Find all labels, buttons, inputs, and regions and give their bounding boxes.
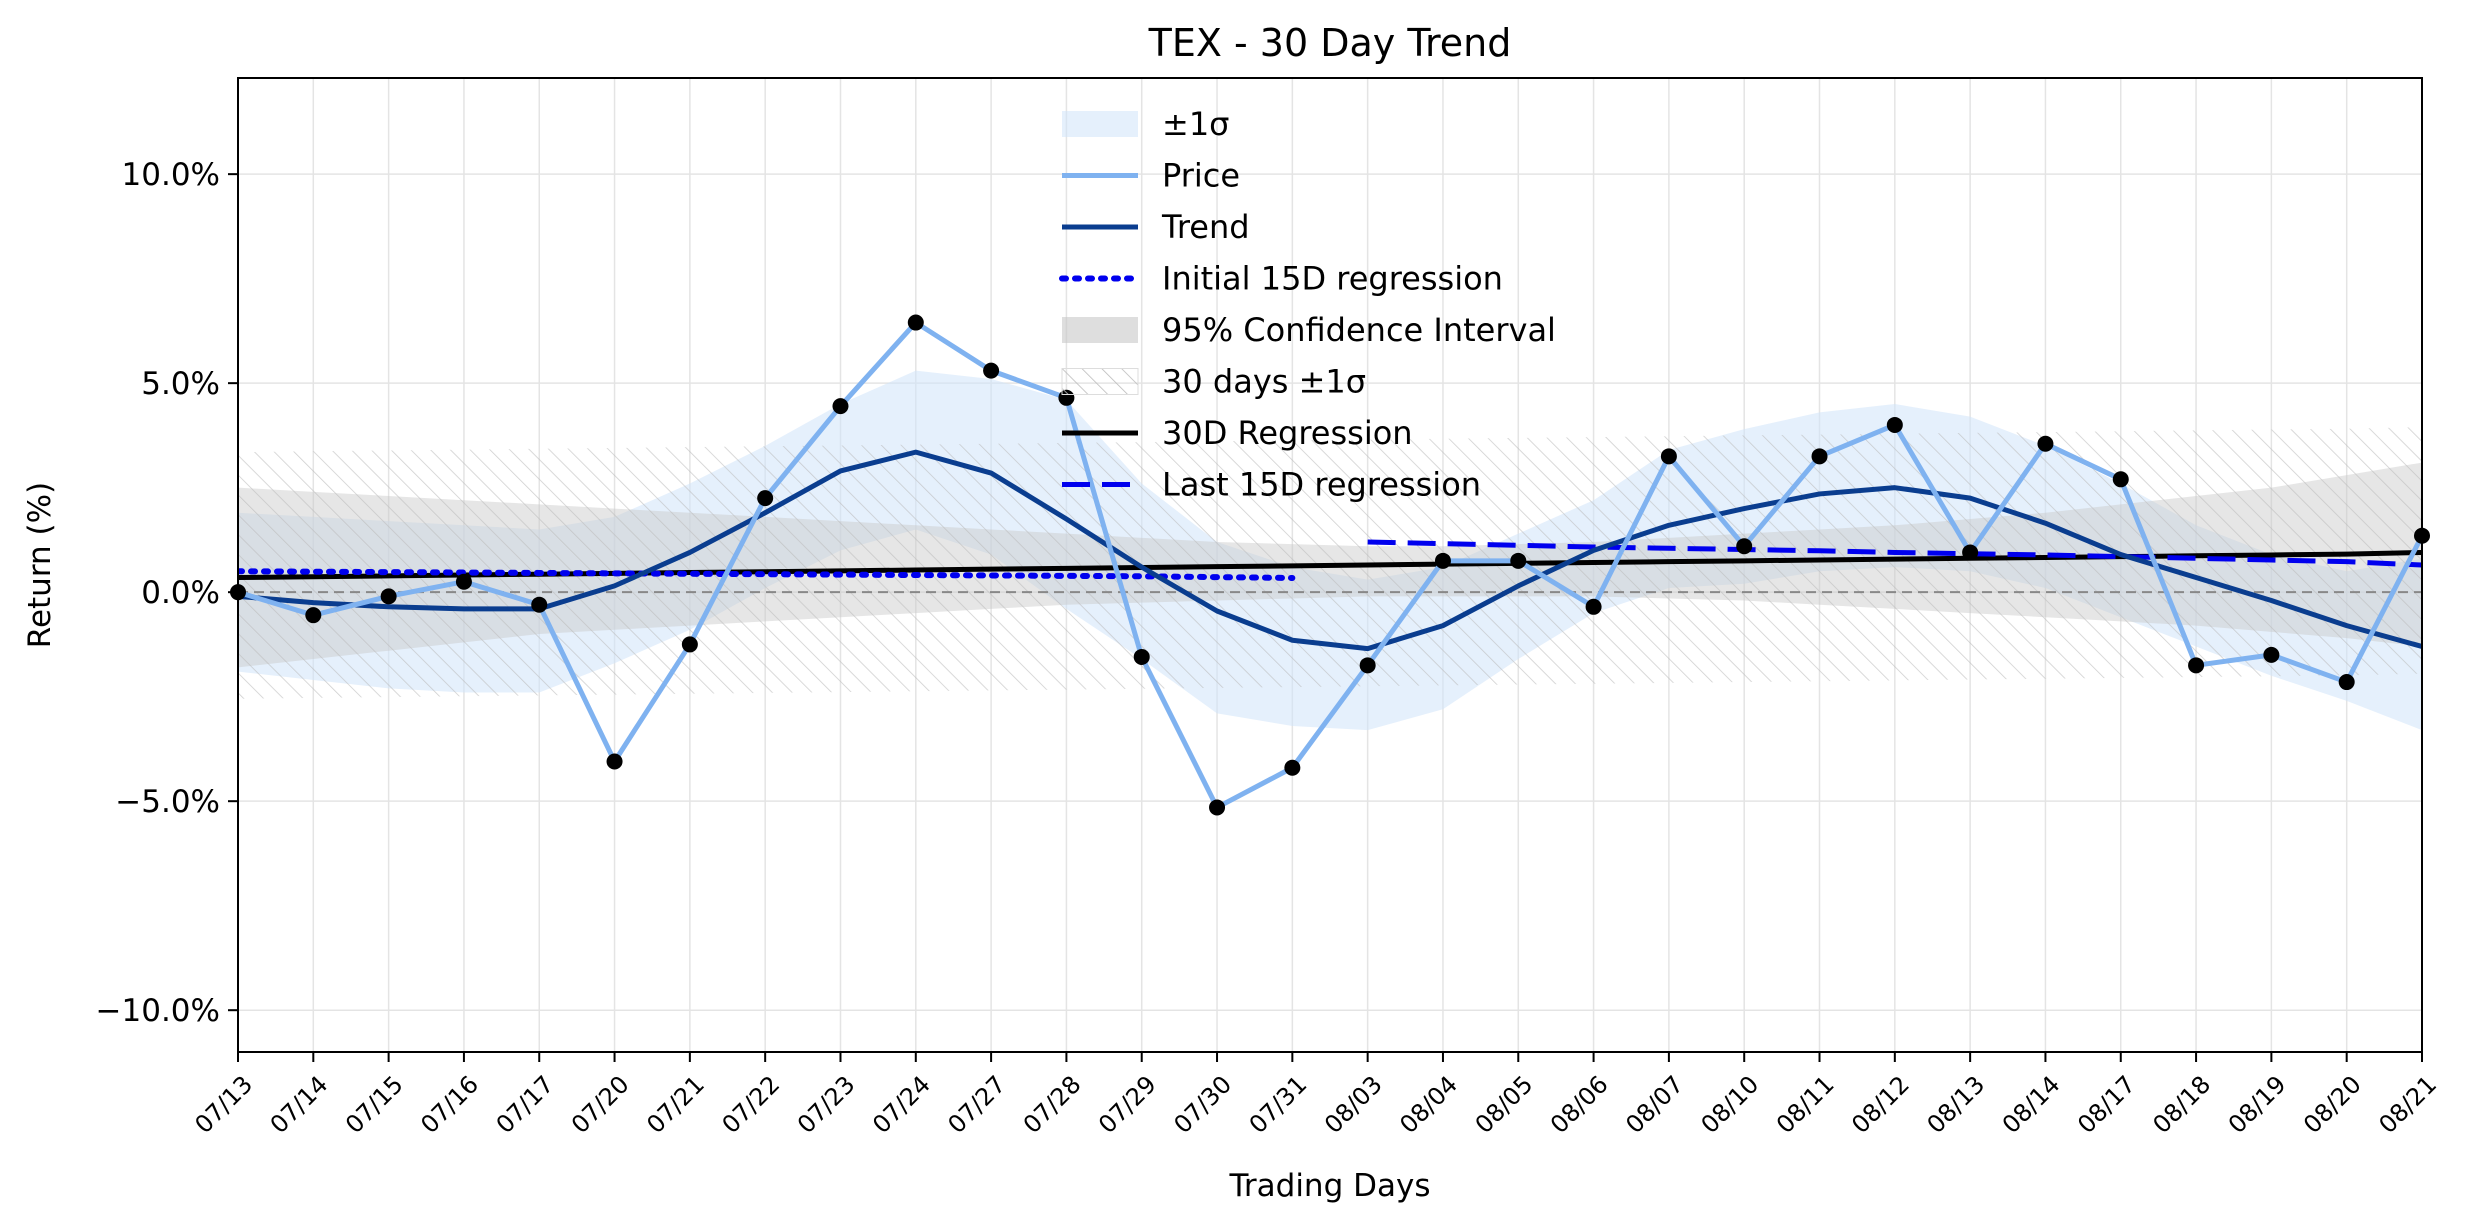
legend-label: 95% Confidence Interval — [1162, 311, 1556, 349]
price-point — [1434, 552, 1451, 569]
y-axis-ticks: 10.0% 5.0% 0.0% −5.0% −10.0% — [96, 157, 238, 1029]
series-line-trend — [238, 449, 2422, 652]
plot-frame — [237, 77, 2423, 1053]
price-point — [531, 596, 548, 613]
x-axis-label: Trading Days — [1229, 1168, 1431, 1204]
price-point — [1811, 448, 1828, 465]
price-point — [2188, 657, 2205, 674]
price-point — [757, 490, 774, 507]
price-point — [1585, 598, 1602, 615]
price-point — [1510, 552, 1527, 569]
price-point — [2263, 646, 2280, 663]
price-point — [681, 636, 698, 653]
price-point — [2112, 471, 2129, 488]
chart-title: TEX - 30 Day Trend — [1148, 21, 1512, 65]
legend-label: 30D Regression — [1162, 414, 1413, 452]
legend-swatch — [1061, 368, 1139, 395]
legend-item-last-15d-regression: Last 15D regression — [1062, 466, 1481, 504]
legend-item-initial-15d-regression: Initial 15D regression — [1059, 260, 1503, 298]
legend-item-30-days-1: 30 days ±1σ — [1061, 363, 1366, 401]
price-point — [1209, 799, 1226, 816]
price-point — [983, 362, 1000, 379]
legend-swatch — [1062, 111, 1138, 137]
legend-item-95-confidence-interval: 95% Confidence Interval — [1062, 311, 1556, 349]
price-point — [1886, 416, 1903, 433]
legend-label: Price — [1162, 157, 1240, 195]
y-tick-label: 5.0% — [141, 366, 220, 402]
price-point — [606, 753, 623, 770]
price-point — [380, 588, 397, 605]
price-point — [2338, 674, 2355, 691]
legend-item-30d-regression: 30D Regression — [1062, 414, 1413, 452]
price-point — [907, 314, 924, 331]
y-tick-label: −5.0% — [115, 784, 220, 820]
series-lines — [238, 320, 2422, 810]
y-axis-label: Return (%) — [22, 482, 58, 648]
price-points — [230, 314, 2430, 816]
legend-item-1: ±1σ — [1062, 105, 1229, 143]
price-point — [1660, 448, 1677, 465]
price-point — [305, 607, 322, 624]
series-line-price — [238, 320, 2422, 810]
price-point — [2037, 435, 2054, 452]
series-line-last-15d-regression — [1367, 539, 2422, 568]
band-30-days-1 — [238, 427, 2422, 699]
legend-swatch — [1062, 317, 1138, 343]
price-point — [1133, 648, 1150, 665]
price-point — [1284, 759, 1301, 776]
series-line-initial-15d-regression — [238, 568, 1296, 581]
price-point — [1736, 538, 1753, 555]
price-point — [832, 398, 849, 415]
legend-label: Initial 15D regression — [1162, 260, 1503, 298]
price-point — [455, 573, 472, 590]
legend-label: Trend — [1161, 208, 1250, 246]
y-tick-label: 0.0% — [141, 575, 220, 611]
legend: ±1σ Price Trend Initial 15D regression 95% C… — [1059, 105, 1556, 504]
legend-label: ±1σ — [1162, 105, 1229, 143]
price-point — [1962, 544, 1979, 561]
price-point — [1359, 657, 1376, 674]
legend-item-trend: Trend — [1062, 208, 1250, 246]
y-tick-label: 10.0% — [122, 157, 220, 193]
legend-item-price: Price — [1062, 157, 1240, 195]
legend-label: 30 days ±1σ — [1162, 363, 1366, 401]
y-tick-label: −10.0% — [96, 993, 220, 1029]
legend-label: Last 15D regression — [1162, 466, 1481, 504]
